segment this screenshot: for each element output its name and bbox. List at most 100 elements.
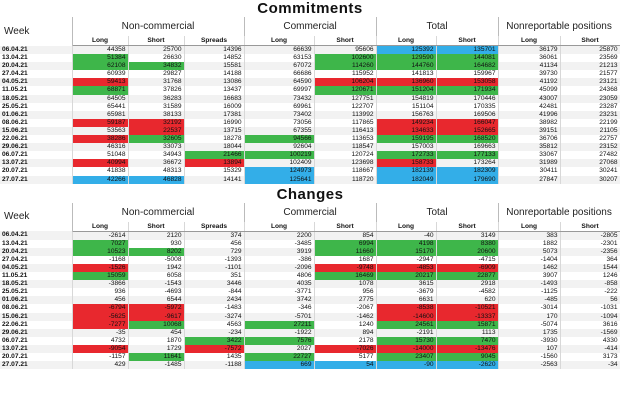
week-cell: 22.06.21 (0, 320, 73, 329)
table-row: 13.04.21 7027 930 456 -3485 6994 4198 8380 1882-… (0, 239, 620, 248)
value-cell: -9054 (72, 344, 129, 353)
value-cell: 144081 (436, 54, 499, 63)
value-cell: 115952 (314, 70, 377, 79)
week-cell: 15.06.21 (0, 126, 73, 136)
value-cell: 123698 (314, 159, 377, 168)
value-cell: 46828 (128, 175, 185, 184)
value-cell: 170 (498, 312, 561, 321)
value-cell: -1393 (184, 255, 245, 264)
value-cell: 22199 (560, 118, 620, 127)
value-cell: -34 (560, 361, 620, 370)
value-cell: 69997 (244, 86, 315, 95)
value-cell: 166047 (436, 118, 499, 127)
value-cell: -234 (184, 328, 245, 337)
value-cell: 27068 (560, 159, 620, 168)
value-cell: 43007 (498, 94, 561, 103)
value-cell: 41192 (498, 78, 561, 87)
value-cell: -90 (376, 361, 437, 370)
value-cell: 2120 (128, 231, 185, 240)
value-cell: -6909 (436, 263, 499, 273)
value-cell: 66639 (244, 45, 315, 55)
value-cell: 67072 (244, 62, 315, 71)
value-cell: 95606 (314, 45, 377, 55)
week-cell: 13.07.21 (0, 159, 73, 168)
value-cell: 63153 (244, 54, 315, 63)
value-cell: 11641 (128, 353, 185, 362)
value-cell: -1922 (244, 328, 315, 337)
value-cell: 36179 (498, 45, 561, 55)
value-cell: 42266 (72, 175, 129, 184)
value-cell: 51048 (72, 151, 129, 160)
value-cell: 62108 (72, 62, 129, 71)
value-cell: -5074 (498, 320, 561, 329)
value-cell: 3919 (244, 247, 315, 256)
value-cell: 16990 (184, 118, 245, 127)
table-row: 22.06.21 38286 32605 18278 94566 113653 159195… (0, 135, 620, 144)
value-cell: 374 (184, 231, 245, 240)
value-cell: 22727 (244, 353, 315, 362)
value-cell: 39151 (498, 126, 561, 136)
value-cell: 15730 (376, 336, 437, 345)
value-cell: 120724 (314, 151, 377, 160)
value-cell: 156763 (376, 110, 437, 119)
value-cell: 7027 (72, 239, 129, 248)
value-cell: 34943 (128, 151, 185, 160)
value-cell: 3446 (184, 280, 245, 289)
value-cell: 2027 (244, 344, 315, 353)
value-cell: 1882 (498, 239, 561, 248)
value-cell: 894 (314, 328, 377, 337)
table-row: 15.06.21 53563 22537 13715 67355 116413 134633… (0, 126, 620, 136)
value-cell: 23059 (560, 94, 620, 103)
value-cell: 456 (72, 296, 129, 305)
value-cell: 23121 (560, 78, 620, 87)
value-cell: 170335 (436, 102, 499, 111)
subheader-cell: Short (128, 36, 185, 46)
table-row: 13.04.21 51384 26630 14852 63153 102600 129590… (0, 54, 620, 63)
value-cell: 1687 (314, 255, 377, 264)
value-cell: 8202 (128, 247, 185, 256)
value-cell: -13337 (436, 312, 499, 321)
value-cell: 40994 (72, 159, 129, 168)
value-cell: 6544 (128, 296, 185, 305)
value-cell: 134633 (376, 126, 437, 136)
value-cell: 6631 (376, 296, 437, 305)
value-cell: 351 (184, 272, 245, 281)
value-cell: 20217 (376, 272, 437, 281)
value-cell: -1485 (128, 361, 185, 370)
week-cell: 27.04.21 (0, 255, 73, 264)
value-cell: 10068 (128, 320, 185, 329)
value-cell: -2356 (560, 247, 620, 256)
header-total: Total (376, 17, 499, 36)
value-cell: -2614 (72, 231, 129, 240)
subheader-cell: Short (128, 221, 185, 232)
value-cell: 39730 (498, 70, 561, 79)
table-row: 20.04.21 62108 34832 15581 67072 114260 144760… (0, 62, 620, 71)
value-cell: 37826 (128, 86, 185, 95)
value-cell: 5177 (314, 353, 377, 362)
value-cell: 65441 (72, 102, 129, 111)
value-cell: 118547 (314, 143, 377, 152)
value-cell: 20600 (436, 247, 499, 256)
week-cell: 04.05.21 (0, 78, 73, 87)
week-cell: 06.04.21 (0, 45, 73, 55)
subheader-cell: Long (498, 36, 561, 46)
week-cell: 01.06.21 (0, 110, 73, 119)
value-cell: 151104 (376, 102, 437, 111)
value-cell: -2191 (376, 328, 437, 337)
value-cell: 64590 (244, 78, 315, 87)
week-cell: 18.05.21 (0, 94, 73, 103)
value-cell: 383 (498, 231, 561, 240)
value-cell: 41134 (498, 62, 561, 71)
value-cell: 114260 (314, 62, 377, 71)
value-cell: -7277 (72, 320, 129, 329)
value-cell: -2096 (244, 263, 315, 273)
value-cell: -414 (560, 344, 620, 353)
value-cell: 102600 (314, 54, 377, 63)
value-cell: 32605 (128, 135, 185, 144)
table-row: 27.07.21 42266 46828 14141 125641 118720 18204… (0, 175, 620, 184)
value-cell: 113653 (314, 135, 377, 144)
value-cell: 67355 (244, 126, 315, 136)
value-cell: -2805 (560, 231, 620, 240)
value-cell: 153058 (436, 78, 499, 87)
value-cell: -1157 (72, 353, 129, 362)
